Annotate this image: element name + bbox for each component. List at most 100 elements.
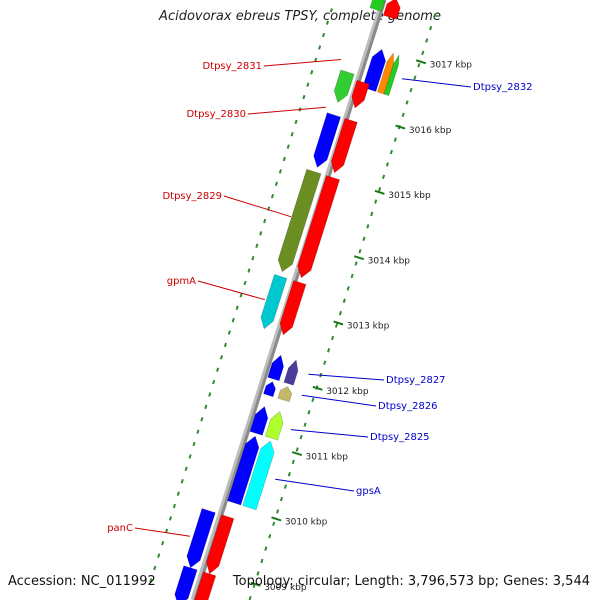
track-dot bbox=[370, 211, 374, 217]
scale-tick-label: 3013 kbp bbox=[347, 322, 390, 332]
gene-label-leader bbox=[134, 527, 191, 537]
cds-feature bbox=[174, 565, 198, 600]
track-dot bbox=[303, 422, 307, 427]
scale-tick-mark bbox=[250, 581, 261, 587]
track-dot bbox=[165, 528, 169, 534]
track-dot bbox=[157, 553, 161, 558]
scale-tick-label: 3017 kbp bbox=[430, 61, 473, 71]
track-dot bbox=[342, 298, 346, 303]
track-dot bbox=[405, 100, 409, 105]
gene-label: Dtpsy_2825 bbox=[370, 432, 430, 443]
track-dot bbox=[350, 273, 354, 279]
track-dot bbox=[256, 571, 260, 576]
track-dot bbox=[338, 310, 342, 316]
track-dot bbox=[274, 181, 279, 187]
cds-feature bbox=[227, 435, 260, 506]
gene-label-leader bbox=[290, 429, 369, 438]
scale-tick-label: 3015 kbp bbox=[388, 191, 431, 201]
track-dot bbox=[330, 335, 335, 341]
track-dot bbox=[219, 355, 224, 360]
gene-label: Dtpsy_2832 bbox=[473, 82, 533, 93]
cds-feature bbox=[264, 410, 284, 441]
track-dot bbox=[161, 541, 165, 546]
scale-tick-mark bbox=[374, 189, 385, 195]
scale-tick-mark bbox=[353, 255, 365, 261]
scale-ticks: 3017 kbp 3016 kbp 3015 kbp 3014 kbp 3013 kbp… bbox=[250, 59, 473, 593]
gc-dot-tracks bbox=[149, 0, 437, 600]
track-dot bbox=[409, 87, 413, 93]
cds-feature bbox=[369, 0, 385, 12]
gene-label-leader bbox=[401, 78, 472, 88]
track-dot bbox=[366, 224, 370, 229]
scale-tick-label: 3011 kbp bbox=[306, 452, 349, 462]
track-dot bbox=[263, 218, 267, 224]
cds-feature bbox=[333, 69, 355, 103]
track-dot bbox=[192, 441, 196, 447]
scale-tick-label: 3014 kbp bbox=[368, 256, 411, 266]
cds-feature bbox=[377, 52, 395, 95]
cds-feature bbox=[383, 54, 400, 96]
track-dot bbox=[276, 509, 280, 514]
map-title: Acidovorax ebreus TPSY, complete genome bbox=[159, 9, 441, 24]
track-dot bbox=[286, 144, 290, 149]
scale-tick-label: 3009 kbp bbox=[264, 583, 307, 593]
track-dot bbox=[346, 286, 350, 291]
track-dot bbox=[176, 491, 180, 496]
scale-tick-mark bbox=[312, 385, 323, 391]
track-dot bbox=[381, 174, 386, 180]
track-dot bbox=[172, 503, 176, 509]
track-dot bbox=[290, 132, 294, 137]
track-dot bbox=[255, 243, 259, 248]
track-dot bbox=[260, 558, 264, 564]
track-dot bbox=[188, 454, 192, 459]
gene-label: Dtpsy_2831 bbox=[202, 61, 262, 72]
track-dot bbox=[354, 261, 358, 266]
scale-tick-label: 3010 kbp bbox=[285, 518, 328, 528]
track-dot bbox=[325, 20, 330, 25]
gene-label: Dtpsy_2826 bbox=[378, 401, 438, 412]
track-dot bbox=[270, 193, 275, 199]
track-dot bbox=[294, 119, 298, 125]
track-dot bbox=[200, 417, 204, 422]
track-dot bbox=[362, 236, 366, 241]
scale-tick-mark bbox=[333, 320, 344, 326]
track-dot bbox=[378, 186, 382, 192]
gene-label: Dtpsy_2829 bbox=[162, 191, 222, 202]
track-dot bbox=[235, 305, 239, 310]
gene-label: gpsA bbox=[356, 486, 381, 497]
genome-stats-text: Topology: circular; Length: 3,796,573 bp… bbox=[232, 574, 590, 589]
gene-labels: Dtpsy_2831 Dtpsy_2830 Dtpsy_2829 gpmA panC Dt… bbox=[107, 59, 533, 537]
track-dot bbox=[216, 367, 220, 372]
track-dot bbox=[278, 169, 282, 174]
track-dot bbox=[231, 317, 235, 323]
cds-feature bbox=[267, 354, 284, 382]
track-dot bbox=[227, 330, 231, 335]
scale-tick-mark bbox=[291, 451, 303, 457]
dot-track-left bbox=[149, 0, 336, 583]
gene-label-leader bbox=[197, 280, 266, 301]
track-dot bbox=[243, 280, 247, 286]
cds-feature bbox=[242, 440, 275, 511]
track-dot bbox=[223, 342, 227, 348]
cds-feature bbox=[277, 386, 293, 403]
track-dot bbox=[385, 162, 390, 167]
cds-feature bbox=[283, 359, 299, 386]
cds-feature bbox=[362, 48, 386, 92]
track-dot bbox=[196, 429, 200, 434]
track-dot bbox=[425, 38, 429, 43]
track-dot bbox=[401, 112, 405, 118]
track-dot bbox=[299, 434, 303, 440]
track-dot bbox=[306, 82, 310, 87]
track-dot bbox=[283, 484, 287, 489]
track-dot bbox=[268, 534, 272, 539]
track-dot bbox=[149, 578, 153, 583]
track-dot bbox=[334, 323, 339, 328]
cds-feature bbox=[313, 112, 341, 168]
track-dot bbox=[264, 546, 268, 551]
gene-label: Dtpsy_2827 bbox=[386, 375, 446, 386]
track-dot bbox=[153, 565, 157, 571]
gene-label-leader bbox=[223, 195, 292, 218]
track-dot bbox=[287, 472, 291, 477]
track-dot bbox=[204, 404, 208, 410]
